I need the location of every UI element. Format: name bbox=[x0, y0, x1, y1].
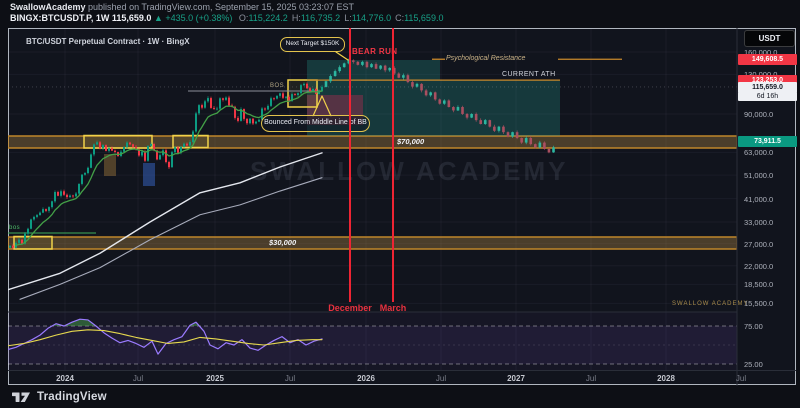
march-vline[interactable] bbox=[392, 28, 394, 302]
price-tick-label: 33,000.0 bbox=[744, 218, 774, 228]
publish-text: published on TradingView.com, September … bbox=[85, 2, 355, 12]
bear-run-label: BEAR RUN bbox=[352, 47, 398, 56]
ohlc-label: H: bbox=[291, 13, 301, 23]
ob-tan[interactable] bbox=[104, 154, 116, 176]
price-tick-label: 18,500.0 bbox=[744, 280, 774, 290]
time-tick-label[interactable]: Jul bbox=[435, 374, 447, 383]
orderblock-top[interactable] bbox=[287, 79, 318, 108]
footer-bar: TradingView bbox=[12, 389, 107, 405]
watermark-small: SWALLOW ACADEMY bbox=[672, 301, 749, 307]
ma-white-200w bbox=[19, 177, 323, 300]
ohlc-label: L: bbox=[344, 13, 352, 23]
bounced-bb-pointer bbox=[312, 95, 332, 117]
next-target-pointer bbox=[335, 51, 349, 61]
last-price-badge: 115,659.0 bbox=[738, 81, 797, 93]
last-price: 115,659.0 bbox=[111, 13, 152, 23]
price-tick-label: 15,500.0 bbox=[744, 299, 774, 309]
alert-price-badge: 149,608.5 bbox=[738, 53, 797, 65]
price-tick-label: 63,000.0 bbox=[744, 148, 774, 158]
chart-legend-title[interactable]: BTC/USDT Perpetual Contract · 1W · BingX bbox=[26, 37, 190, 46]
time-tick-label[interactable]: 2026 bbox=[357, 374, 375, 383]
rsi-overbought-fill bbox=[189, 322, 200, 326]
price-band-30k[interactable] bbox=[8, 236, 737, 250]
level-30k-label: $30,000 bbox=[269, 238, 297, 247]
symbol-ohlc-row: BINGX:BTCUSDT.P, 1W 115,659.0 ▲ +435.0 (… bbox=[10, 13, 443, 23]
rsi-overbought-fill bbox=[64, 319, 96, 326]
level-70k-label: $70,000 bbox=[397, 137, 425, 146]
time-tick-label[interactable]: 2025 bbox=[206, 374, 224, 383]
rsi-lower-tick: 25.00 bbox=[744, 360, 763, 369]
fvg-blue[interactable] bbox=[143, 163, 155, 186]
countdown-badge: 6d 16h bbox=[738, 91, 797, 101]
chart-panel bbox=[8, 28, 796, 385]
ohlc-value: 115,659.0 bbox=[404, 13, 444, 23]
time-tick-label[interactable]: Jul bbox=[284, 374, 296, 383]
march-label: March bbox=[379, 303, 407, 313]
time-tick-label[interactable]: Jul bbox=[585, 374, 597, 383]
time-tick-label[interactable]: 2027 bbox=[507, 374, 525, 383]
next-target-callout[interactable]: Next Target $150K bbox=[280, 37, 345, 52]
time-tick-label[interactable]: 2028 bbox=[657, 374, 675, 383]
ohlc-label: C: bbox=[395, 13, 405, 23]
ohlc-value: 116,735.2 bbox=[300, 13, 341, 23]
candles-projection bbox=[324, 58, 555, 154]
price-tick-label: 90,000.0 bbox=[744, 109, 774, 119]
time-tick-label[interactable]: 2024 bbox=[56, 374, 74, 383]
level-price-badge: 73,911.5 bbox=[738, 135, 797, 147]
december-vline[interactable] bbox=[349, 28, 351, 302]
price-tick-label: 27,000.0 bbox=[744, 239, 774, 249]
rsi-ma-line bbox=[8, 329, 323, 347]
ohlc-value: 114,776.0 bbox=[351, 13, 392, 23]
price-tick-label: 51,000.0 bbox=[744, 171, 774, 181]
rsi-band bbox=[8, 326, 737, 364]
rsi-upper-tick: 75.00 bbox=[744, 322, 763, 331]
tradingview-brand[interactable]: TradingView bbox=[37, 391, 107, 403]
bos-upper-label: BOS bbox=[270, 83, 285, 89]
ma-white-100w bbox=[8, 152, 323, 291]
time-tick-label[interactable]: Jul bbox=[132, 374, 144, 383]
bos-lower-label: bos bbox=[9, 225, 21, 231]
price-change: ▲ +435.0 (+0.38%) bbox=[153, 13, 233, 23]
orderblock-70k-b[interactable] bbox=[172, 134, 209, 149]
author-name: SwallowAcademy bbox=[10, 2, 86, 12]
watermark-large: SWALLOW ACADEMY bbox=[250, 156, 569, 186]
publish-info: SwallowAcademy published on TradingView.… bbox=[10, 2, 354, 12]
bounced-bb-callout[interactable]: Bounced From Middle Line of BB bbox=[261, 115, 370, 132]
symbol-name: BINGX:BTCUSDT.P, bbox=[10, 13, 94, 23]
time-tick-label[interactable]: Jul bbox=[735, 374, 747, 383]
price-tick-label: 160,000.0 bbox=[744, 48, 778, 57]
plot-area[interactable] bbox=[8, 28, 737, 370]
ma-green-ema bbox=[15, 90, 323, 247]
currency-toggle-button[interactable]: USDT bbox=[744, 30, 795, 47]
december-label: December bbox=[328, 303, 372, 313]
ohlc-values: O:115,224.2 H:116,735.2 L:114,776.0 C:115,6… bbox=[235, 13, 444, 23]
tradingview-logo-icon[interactable] bbox=[12, 390, 32, 404]
price-tick-label: 22,000.0 bbox=[744, 261, 774, 271]
timeframe: 1W bbox=[95, 13, 110, 23]
current-ath-label: CURRENT ATH bbox=[502, 71, 556, 78]
price-tick-label: 41,000.0 bbox=[744, 194, 774, 204]
alert-price-badge: 123,253.0 bbox=[738, 74, 797, 86]
ohlc-label: O: bbox=[238, 13, 249, 23]
ohlc-value: 115,224.2 bbox=[248, 13, 288, 23]
orderblock-30k[interactable] bbox=[13, 235, 53, 250]
psychological-resistance-label: Psychological Resistance bbox=[446, 55, 526, 62]
candles-history bbox=[9, 82, 323, 250]
